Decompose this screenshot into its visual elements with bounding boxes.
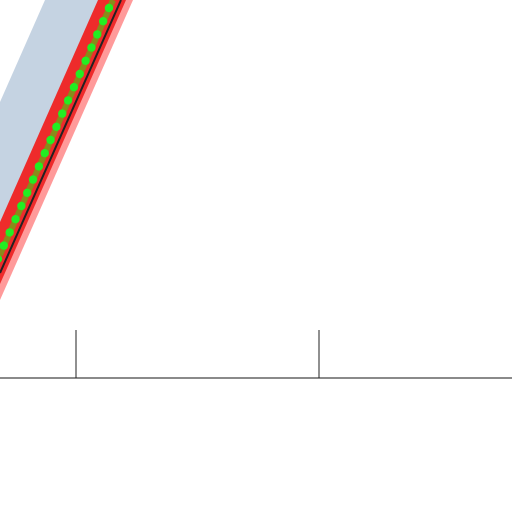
marker [52, 122, 61, 131]
marker [34, 162, 44, 171]
line [0, 0, 122, 274]
marker [87, 43, 96, 52]
marker [46, 135, 55, 145]
marker [104, 3, 114, 13]
band [0, 0, 126, 284]
marker [40, 149, 49, 158]
band [0, 0, 133, 300]
marker [5, 228, 14, 237]
marker [81, 56, 90, 65]
marker [75, 69, 84, 79]
markers [0, 3, 114, 263]
marker [0, 255, 3, 263]
marker [93, 30, 102, 39]
marker [28, 175, 38, 184]
marker [69, 83, 79, 92]
marker [17, 201, 26, 211]
marker [22, 188, 32, 197]
marker [0, 241, 9, 250]
marker [98, 17, 108, 26]
marker [63, 96, 73, 105]
marker [58, 109, 67, 118]
marker [11, 215, 20, 224]
